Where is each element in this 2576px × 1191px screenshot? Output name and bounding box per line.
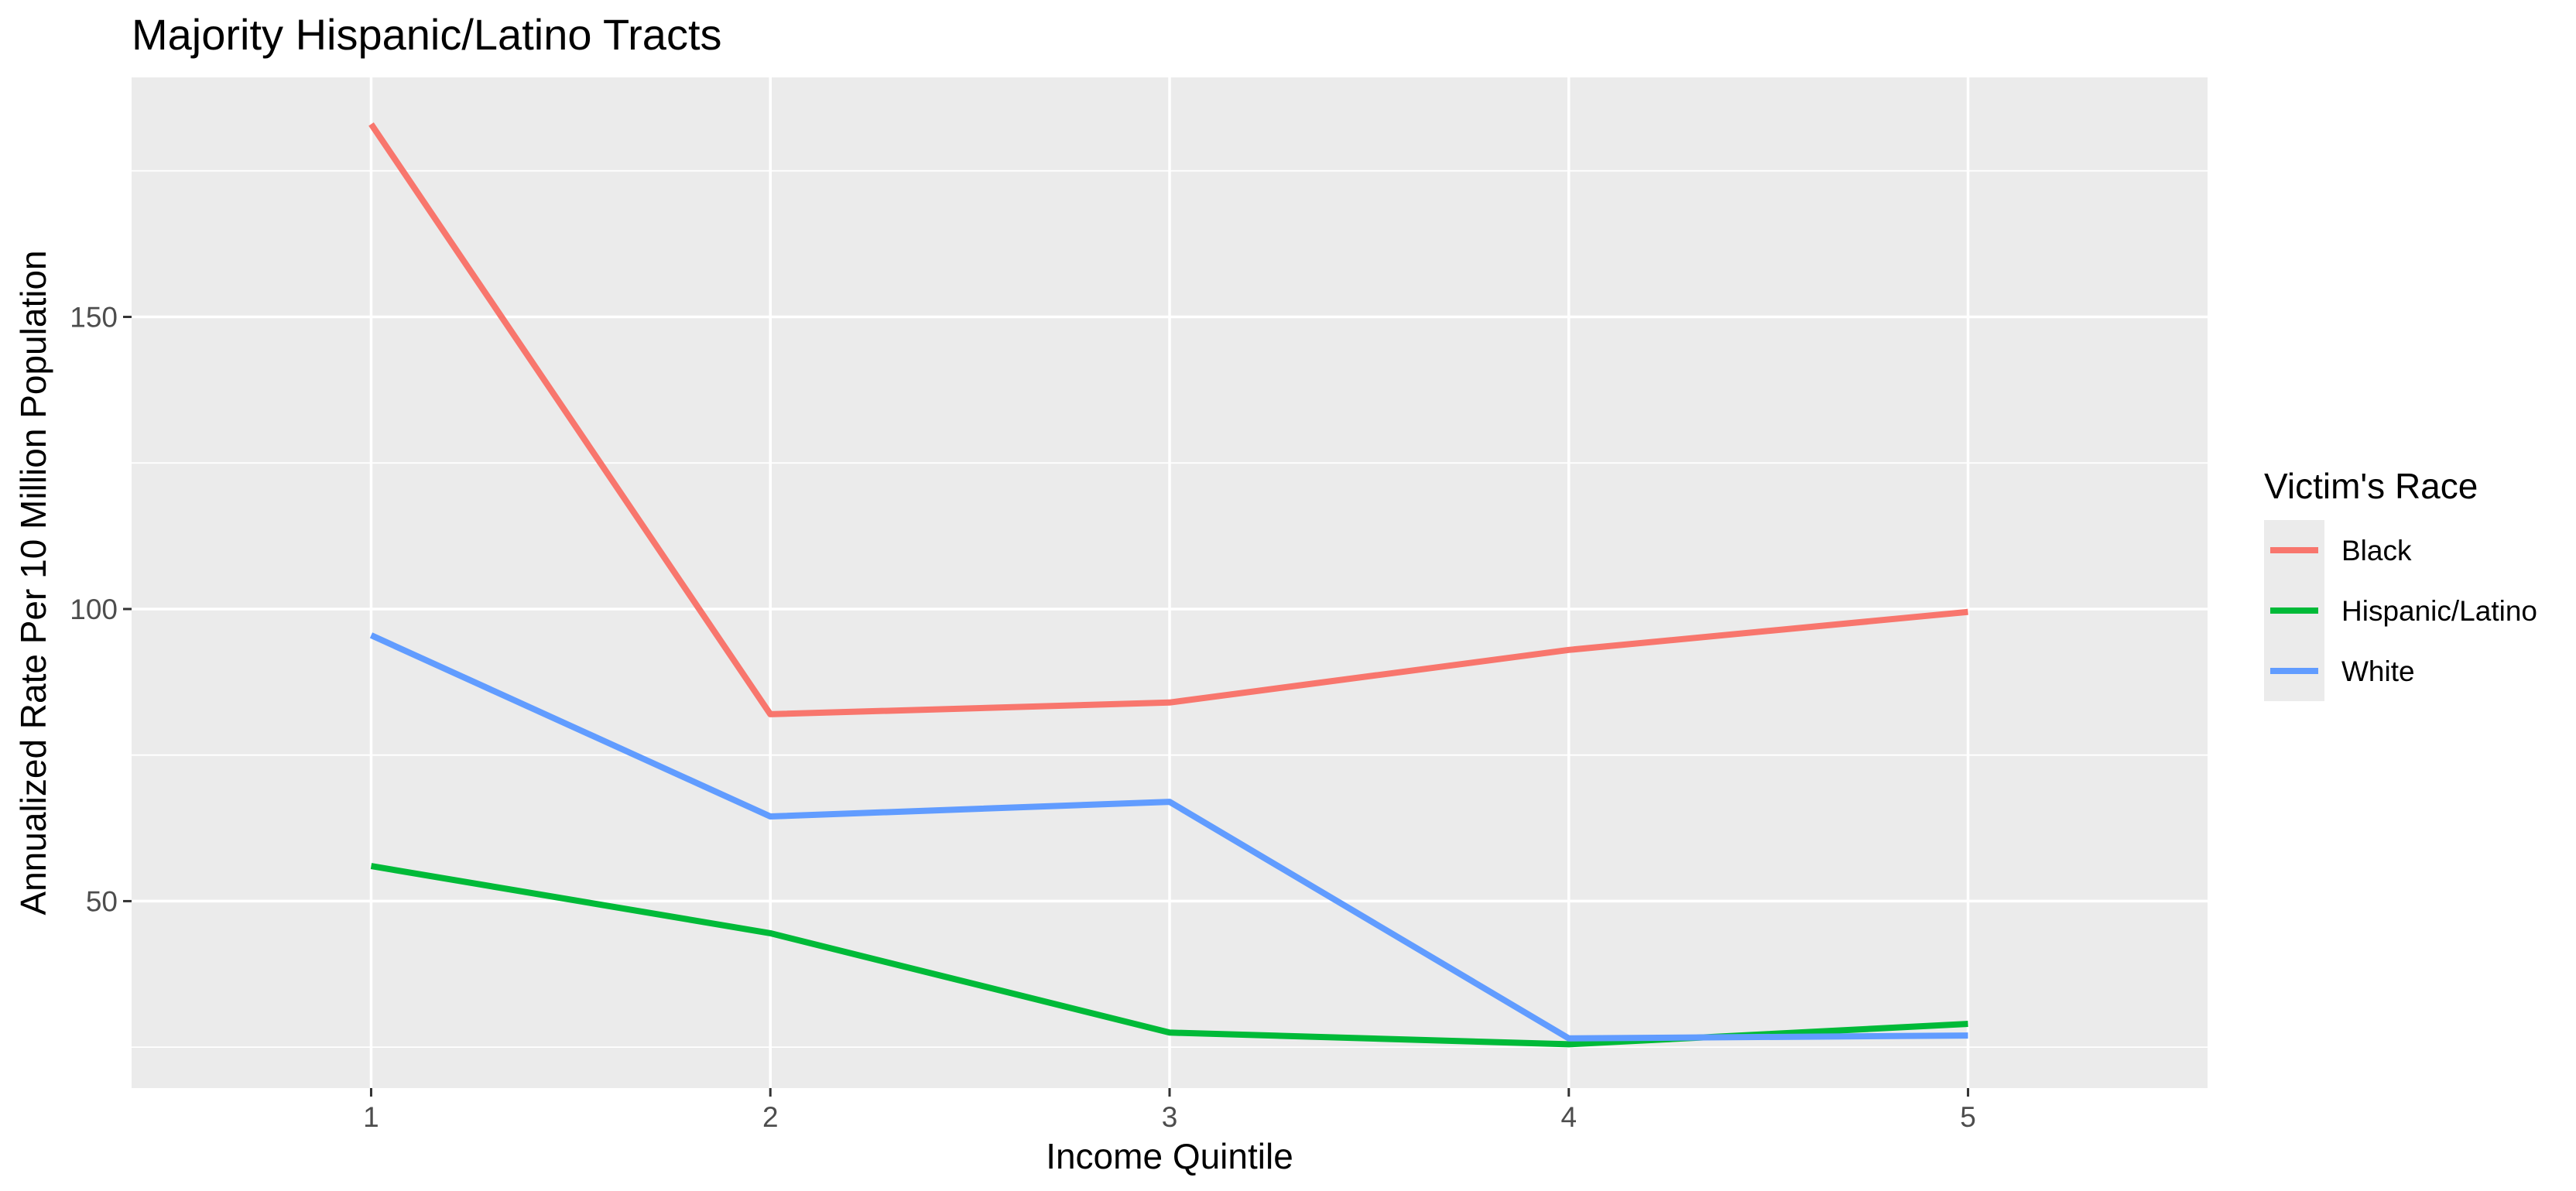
y-tick-label: 100 <box>70 594 118 625</box>
series-lines <box>368 122 1968 1048</box>
x-tick-label: 3 <box>1162 1101 1178 1133</box>
x-tick-label: 5 <box>1960 1101 1976 1133</box>
legend: Victim's Race Black Hispanic/Latino White <box>2264 466 2537 701</box>
x-axis: 1 2 3 4 5 <box>363 1088 1976 1133</box>
y-tick-label: 150 <box>70 302 118 334</box>
series-line-white <box>369 632 1968 1042</box>
series-line-black <box>368 122 1968 717</box>
y-axis: 50 100 150 <box>70 302 132 917</box>
legend-label: White <box>2341 655 2415 687</box>
y-axis-title: Annualized Rate Per 10 Million Populatio… <box>13 250 53 915</box>
legend-title: Victim's Race <box>2264 466 2478 506</box>
x-tick-label: 4 <box>1560 1101 1577 1133</box>
major-gridlines <box>132 77 2208 1088</box>
legend-label: Hispanic/Latino <box>2341 595 2537 627</box>
x-tick-label: 2 <box>762 1101 779 1133</box>
x-axis-title: Income Quintile <box>1046 1136 1293 1176</box>
chart-title: Majority Hispanic/Latino Tracts <box>132 10 722 59</box>
y-tick-label: 50 <box>86 885 118 917</box>
x-tick-label: 1 <box>363 1101 379 1133</box>
legend-label: Black <box>2341 535 2412 566</box>
